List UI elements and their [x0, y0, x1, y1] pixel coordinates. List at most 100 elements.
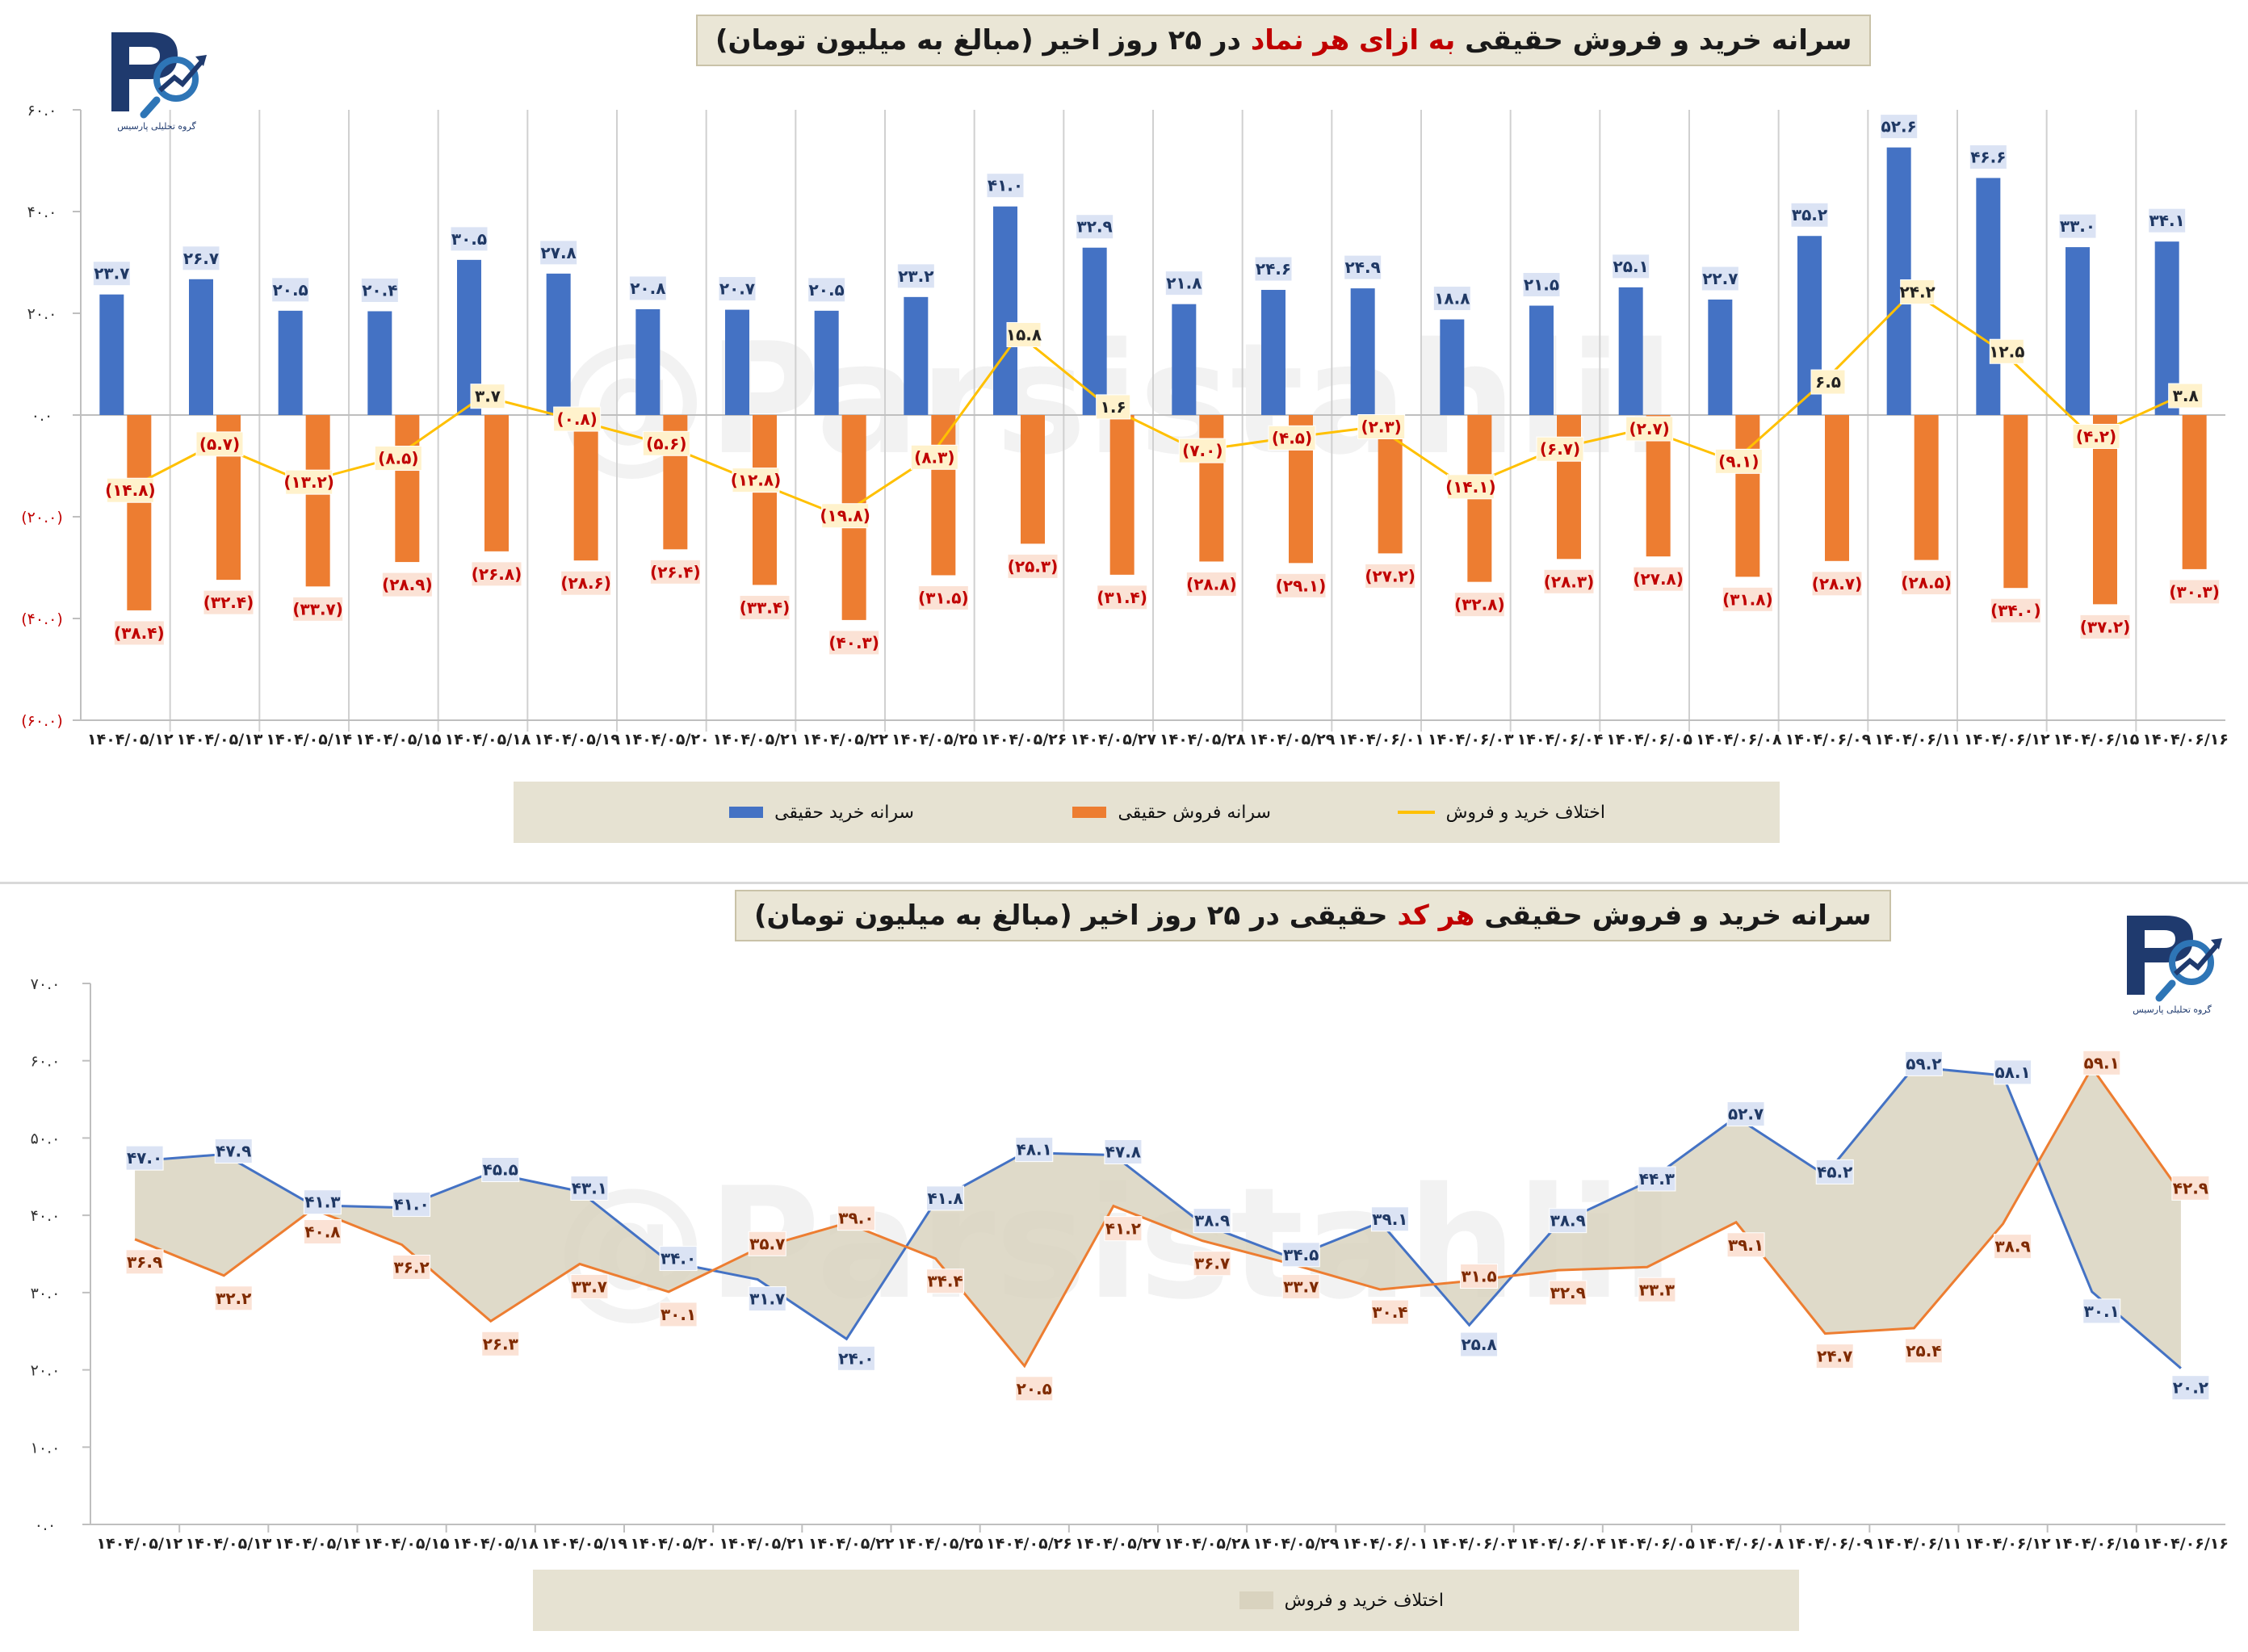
label-buy-text: ۴۱.۳ [304, 1193, 340, 1212]
label-diff-bg [1536, 436, 1584, 462]
bar-sell [127, 415, 152, 610]
label-diff-text: (۴.۵) [1272, 428, 1312, 447]
label-buy: ۴۱.۰ [392, 1192, 431, 1218]
area-diff [135, 1067, 2181, 1369]
label-sell-text: (۲۸.۹) [382, 575, 433, 594]
label-sell-bg [125, 1249, 164, 1275]
label-buy-bg [1994, 1059, 2032, 1085]
label-buy-text: ۴۴.۳ [1639, 1169, 1675, 1189]
x-tick-label: ۱۴۰۴/۰۵/۲۸ [1164, 1535, 1251, 1553]
x-tick-label: ۱۴۰۴/۰۵/۲۸ [1160, 731, 1246, 748]
x-tick-label: ۱۴۰۴/۰۵/۲۲ [802, 731, 888, 748]
label-sell-bg [1097, 585, 1148, 610]
label-sell: ۳۳.۳ [1638, 1277, 1676, 1302]
x-tick-label: ۱۴۰۴/۰۵/۱۸ [452, 1535, 539, 1553]
x-tick-label: ۱۴۰۴/۰۵/۱۹ [541, 1535, 627, 1553]
label-sell-bg [1543, 568, 1595, 594]
label-buy-text: ۳۴.۰ [661, 1249, 696, 1268]
label-sell: (۳۳.۴) [739, 594, 791, 620]
label-buy-bg [926, 1185, 965, 1211]
label-diff: (۱۴.۱) [1445, 474, 1496, 500]
label-sell: (۲۸.۶) [560, 570, 612, 596]
label-sell: ۳۵.۷ [748, 1231, 786, 1256]
label-buy: ۴۱.۸ [926, 1185, 965, 1211]
x-tick-label: ۱۴۰۴/۰۵/۲۱ [719, 1535, 806, 1553]
title-part-2: حقیقی در ۲۵ روز اخیر (مبالغ به میلیون تو… [754, 899, 1398, 932]
label-diff-text: ۱۲.۵ [1989, 342, 2024, 361]
label-sell-text: ۲۰.۵ [1017, 1379, 1052, 1398]
label-sell-text: ۳۸.۹ [1994, 1237, 2030, 1256]
bar-sell [395, 415, 420, 563]
label-diff-bg [821, 503, 870, 529]
label-sell: ۴۱.۲ [1104, 1216, 1143, 1242]
label-sell-bg [1007, 553, 1059, 579]
legend-sell-label: سرانه فروش حقیقی [1118, 802, 1271, 823]
bar-sell [2182, 415, 2207, 569]
label-buy-text: ۱۸.۸ [1434, 289, 1470, 308]
label-sell: (۳۰.۳) [2169, 579, 2221, 605]
top-chart-panel: @Parsistahlil۶۰.۰۴۰.۰۲۰.۰۰.۰(۲۰.۰)(۴۰.۰)… [0, 15, 2248, 884]
x-tick-label: ۱۴۰۴/۰۵/۱۳ [186, 1535, 272, 1553]
bar-sell [1914, 415, 1939, 560]
label-buy: ۲۰.۷ [718, 276, 757, 302]
label-buy: ۲۴.۰ [837, 1345, 875, 1371]
label-buy-text: ۲۱.۸ [1166, 274, 1202, 293]
legend-item-diff: اختلاف خرید و فروش [1397, 782, 1605, 843]
label-buy-text: ۴۵.۵ [483, 1160, 518, 1180]
label-sell-text: ۳۹.۰ [838, 1209, 874, 1228]
label-diff: ۶.۵ [1810, 369, 1846, 395]
label-buy: ۲۴.۶ [1254, 256, 1293, 282]
label-sell: (۲۸.۷) [1811, 571, 1863, 597]
label-buy: ۲۷.۸ [539, 240, 578, 266]
bottom-chart: @Parsistahlil۷۰.۰۶۰.۰۵۰.۰۴۰.۰۳۰.۰۲۰.۰۱۰.… [31, 975, 2229, 1612]
label-diff-bg [1625, 416, 1674, 442]
label-diff: ۱۲.۵ [1989, 338, 2024, 364]
label-sell-text: (۳۴.۰) [1990, 601, 2041, 620]
title-part-2: در ۲۵ روز اخیر (مبالغ به میلیون تومان) [715, 24, 1251, 57]
label-sell-bg [1104, 1216, 1143, 1242]
label-sell-text: ۳۵.۷ [749, 1234, 785, 1253]
x-tick-label: ۱۴۰۴/۰۶/۰۹ [1785, 731, 1872, 748]
top-chart: @Parsistahlil۶۰.۰۴۰.۰۲۰.۰۰.۰(۲۰.۰)(۴۰.۰)… [21, 102, 2229, 748]
label-diff-bg [1006, 321, 1042, 347]
label-buy: ۴۵.۲ [1815, 1159, 1854, 1184]
label-sell-bg [748, 1231, 786, 1256]
label-buy-bg [1790, 202, 1829, 228]
x-tick-label: ۱۴۰۴/۰۵/۱۲ [97, 1535, 183, 1553]
label-buy-text: ۴۱.۰ [393, 1195, 429, 1214]
label-buy: ۴۸.۱ [1015, 1137, 1054, 1163]
label-diff: ۱.۶ [1096, 394, 1131, 420]
label-diff: ۲۴.۲ [1900, 279, 1936, 305]
label-buy-text: ۲۶.۷ [183, 249, 219, 268]
label-buy: ۲۰.۵ [271, 277, 310, 303]
y-tick-label: ۱۰.۰ [31, 1439, 61, 1457]
label-diff-text: ۳.۸ [2173, 386, 2199, 405]
y-tick-label: (۴۰.۰) [21, 610, 62, 628]
label-diff: (۸.۵) [374, 446, 422, 472]
label-sell-text: ۲۵.۴ [1906, 1341, 1941, 1361]
label-diff-bg [1096, 394, 1131, 420]
label-diff-bg [1178, 438, 1227, 463]
label-buy: ۵۲.۷ [1726, 1101, 1765, 1127]
label-buy-text: ۲۴.۹ [1345, 258, 1381, 277]
x-tick-label: ۱۴۰۴/۰۵/۲۱ [713, 731, 799, 748]
label-diff: (۰.۸) [553, 406, 602, 432]
logo-caption: گروه تحلیلی پارسیس [117, 121, 196, 132]
label-buy-text: ۳۸.۹ [1550, 1211, 1586, 1231]
label-diff-text: (۷.۰) [1182, 441, 1223, 460]
label-buy-bg [214, 1138, 253, 1164]
label-sell: (۲۸.۵) [1901, 570, 1952, 596]
label-buy-bg [92, 261, 131, 287]
y-tick-label: ۷۰.۰ [31, 975, 61, 993]
label-sell: (۲۷.۲) [1365, 563, 1416, 589]
x-tick-label: ۱۴۰۴/۰۶/۱۱ [1876, 1535, 1962, 1553]
label-diff-bg [2072, 423, 2120, 449]
label-diff-text: (۵.۷) [199, 434, 240, 454]
label-sell: ۳۲.۲ [214, 1285, 253, 1311]
top-chart-title: سرانه خرید و فروش حقیقی به ازای هر نماد … [696, 15, 1872, 66]
label-sell-text: (۲۸.۸) [1186, 574, 1237, 593]
legend-item-sell: سرانه فروش حقیقی [1072, 782, 1271, 843]
label-buy-bg [182, 245, 220, 271]
label-buy-bg [1612, 254, 1650, 279]
label-sell-bg [1811, 571, 1863, 597]
